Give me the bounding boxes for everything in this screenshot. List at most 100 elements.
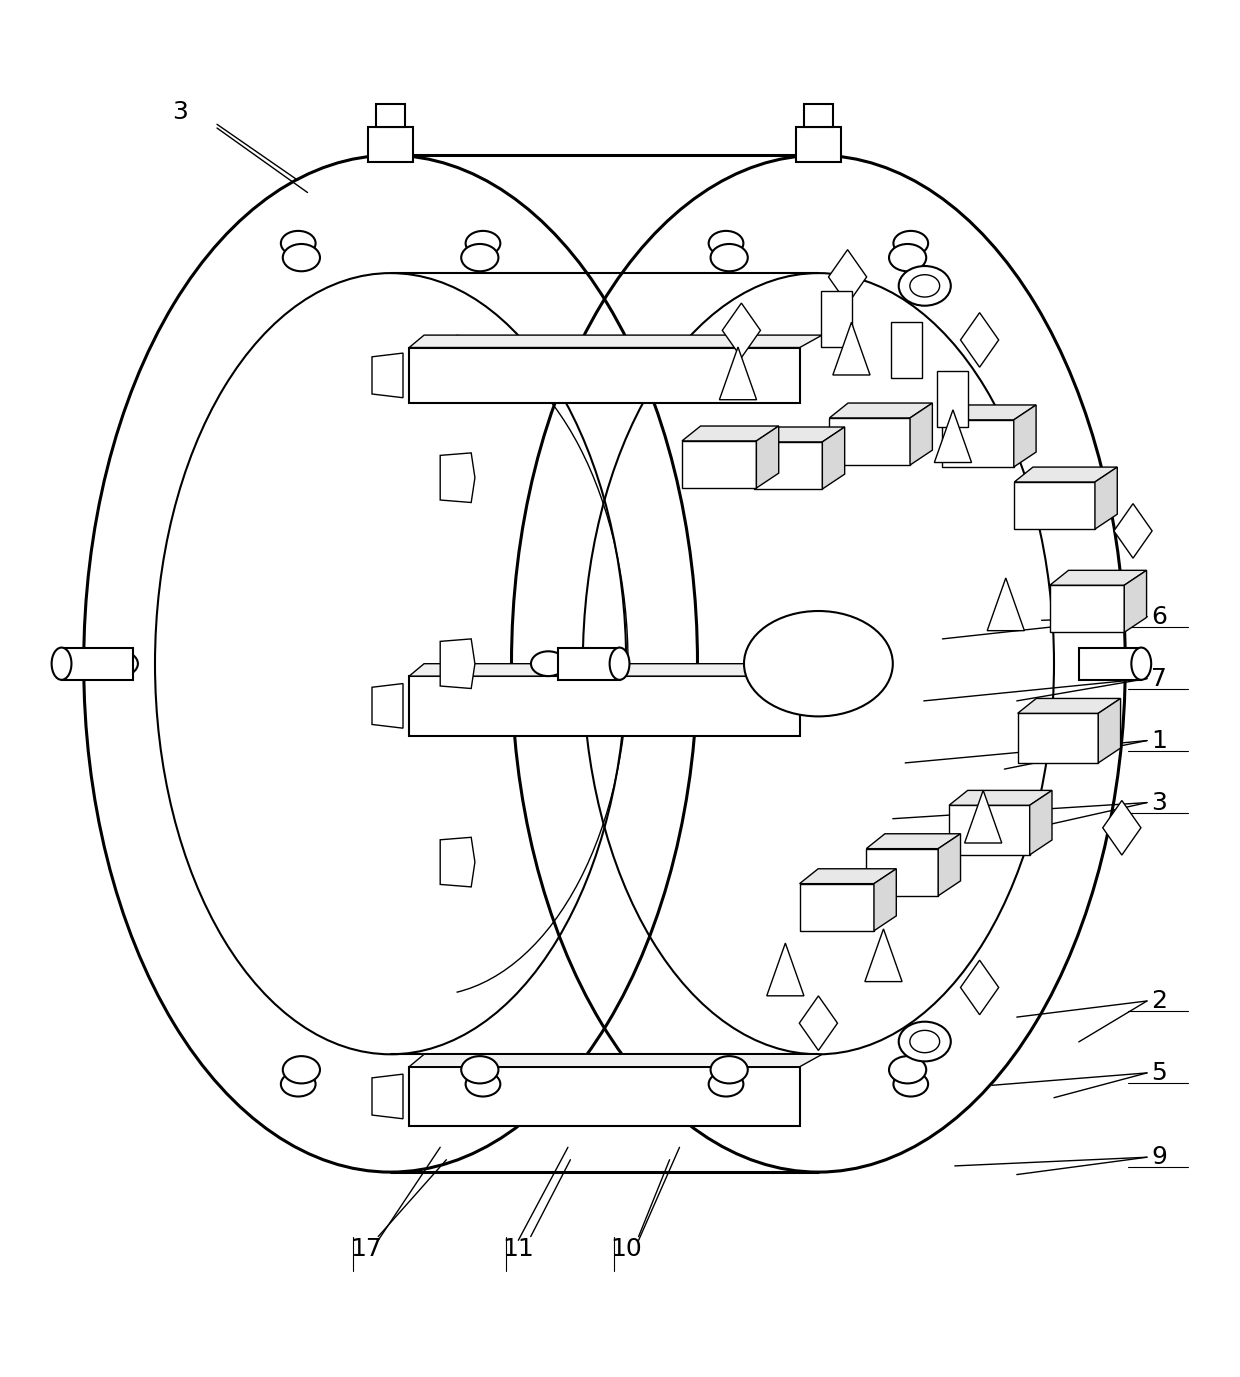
Polygon shape (1050, 585, 1125, 632)
Polygon shape (682, 441, 756, 487)
Polygon shape (1099, 698, 1121, 763)
Polygon shape (800, 996, 837, 1051)
Polygon shape (1018, 713, 1099, 763)
Polygon shape (822, 427, 844, 489)
Ellipse shape (711, 244, 748, 271)
Text: 3: 3 (1152, 790, 1167, 815)
Ellipse shape (531, 651, 565, 676)
Ellipse shape (283, 1056, 320, 1084)
Ellipse shape (709, 1071, 744, 1096)
Polygon shape (961, 960, 998, 1015)
Polygon shape (440, 639, 475, 688)
Ellipse shape (465, 1071, 500, 1096)
Ellipse shape (893, 1071, 928, 1096)
Ellipse shape (103, 651, 138, 676)
Ellipse shape (461, 244, 498, 271)
Bar (804, 105, 833, 127)
Polygon shape (754, 442, 822, 489)
Polygon shape (949, 790, 1052, 806)
Polygon shape (682, 425, 779, 441)
Ellipse shape (899, 266, 951, 306)
Ellipse shape (465, 231, 500, 256)
Polygon shape (821, 292, 852, 347)
Bar (368, 127, 413, 161)
Text: 3: 3 (172, 101, 187, 124)
Bar (62, 647, 134, 680)
Polygon shape (372, 1074, 403, 1118)
Polygon shape (1102, 800, 1141, 855)
Polygon shape (766, 943, 804, 996)
Polygon shape (942, 420, 1014, 467)
Text: 6: 6 (1152, 605, 1167, 628)
Polygon shape (409, 1067, 800, 1126)
Bar (376, 105, 405, 127)
Polygon shape (722, 303, 760, 358)
Polygon shape (965, 790, 1002, 843)
Polygon shape (910, 403, 932, 465)
Polygon shape (942, 405, 1037, 420)
Polygon shape (1050, 570, 1147, 585)
Ellipse shape (461, 1056, 498, 1084)
Text: 9: 9 (1152, 1146, 1167, 1169)
Ellipse shape (1131, 647, 1151, 680)
Polygon shape (372, 353, 403, 398)
Ellipse shape (893, 231, 928, 256)
Polygon shape (409, 347, 800, 403)
Text: 1: 1 (1152, 728, 1167, 753)
Polygon shape (1018, 698, 1121, 713)
Polygon shape (937, 370, 968, 427)
Ellipse shape (899, 1022, 951, 1062)
Polygon shape (961, 313, 998, 368)
Ellipse shape (610, 647, 630, 680)
Bar (796, 127, 841, 161)
Polygon shape (874, 869, 897, 931)
Polygon shape (830, 403, 932, 417)
Ellipse shape (283, 244, 320, 271)
Ellipse shape (281, 231, 316, 256)
Polygon shape (864, 929, 901, 982)
Polygon shape (409, 664, 822, 676)
Polygon shape (1095, 467, 1117, 529)
Polygon shape (756, 425, 779, 487)
Polygon shape (800, 869, 897, 884)
Polygon shape (409, 676, 800, 735)
Ellipse shape (889, 244, 926, 271)
Polygon shape (440, 837, 475, 887)
Polygon shape (1114, 504, 1152, 558)
Polygon shape (372, 683, 403, 728)
Ellipse shape (281, 1071, 316, 1096)
Polygon shape (800, 884, 874, 931)
Polygon shape (867, 848, 939, 896)
Ellipse shape (709, 231, 744, 256)
Polygon shape (949, 806, 1029, 855)
Polygon shape (939, 833, 961, 896)
Polygon shape (1014, 405, 1037, 467)
Text: 7: 7 (1152, 666, 1167, 691)
Ellipse shape (52, 647, 72, 680)
Ellipse shape (744, 611, 893, 716)
Text: 2: 2 (1152, 989, 1167, 1013)
Polygon shape (830, 417, 910, 465)
Polygon shape (935, 410, 972, 463)
Polygon shape (1125, 570, 1147, 632)
Polygon shape (1014, 482, 1095, 529)
Text: 17: 17 (350, 1237, 382, 1261)
Polygon shape (754, 427, 844, 442)
Bar (1079, 647, 1141, 680)
Polygon shape (828, 249, 867, 304)
Ellipse shape (711, 1056, 748, 1084)
Polygon shape (409, 335, 822, 347)
Polygon shape (987, 578, 1024, 631)
Polygon shape (1014, 467, 1117, 482)
Text: 5: 5 (1152, 1060, 1167, 1085)
Polygon shape (409, 1055, 822, 1067)
Text: 10: 10 (610, 1237, 642, 1261)
Polygon shape (719, 347, 756, 399)
Polygon shape (1029, 790, 1052, 855)
Polygon shape (867, 833, 961, 848)
Polygon shape (440, 453, 475, 503)
Polygon shape (833, 322, 870, 375)
Bar (558, 647, 620, 680)
Polygon shape (892, 322, 923, 379)
Text: 11: 11 (502, 1237, 534, 1261)
